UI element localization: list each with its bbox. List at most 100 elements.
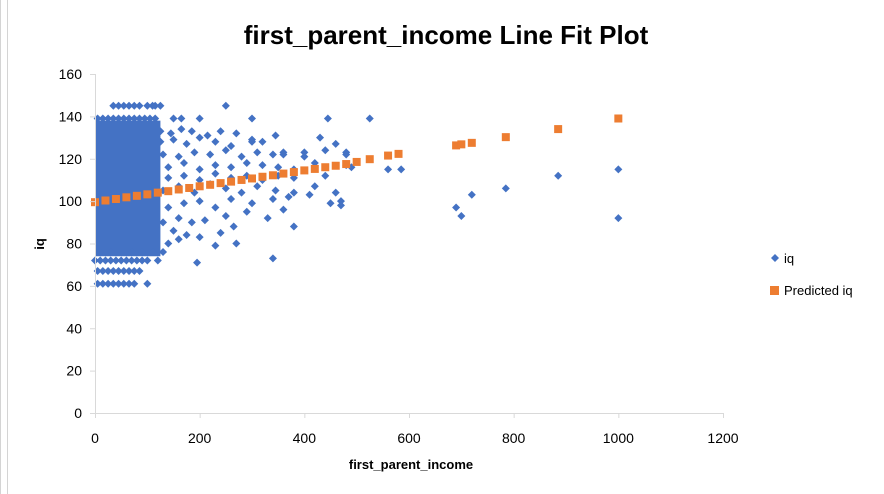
iq-point <box>229 222 238 231</box>
legend-square-marker <box>770 286 779 295</box>
predicted-iq-point <box>101 196 110 205</box>
predicted-iq-point <box>195 182 204 191</box>
iq-point <box>258 161 267 170</box>
legend-label-predicted-iq: Predicted iq <box>784 283 853 298</box>
plot-marks <box>91 101 623 288</box>
y-tick-label: 140 <box>59 108 83 124</box>
iq-point <box>109 101 118 110</box>
iq-point <box>182 139 191 148</box>
iq-point <box>119 101 128 110</box>
iq-point <box>119 267 128 276</box>
iq-point <box>153 256 162 265</box>
iq-point <box>135 114 144 123</box>
iq-point <box>96 247 105 256</box>
iq-point <box>365 114 374 123</box>
predicted-iq-point <box>300 166 309 175</box>
iq-point <box>132 256 141 265</box>
iq-point <box>195 133 204 142</box>
iq-point <box>106 256 115 265</box>
iq-point <box>258 137 267 146</box>
y-tick-label: 160 <box>59 66 83 82</box>
iq-point <box>321 171 330 180</box>
iq-point <box>164 173 173 182</box>
x-tick-label: 200 <box>188 430 212 446</box>
predicted-iq-point <box>143 190 152 199</box>
x-tick-label: 600 <box>397 430 421 446</box>
iq-point <box>323 114 332 123</box>
iq-point <box>114 279 123 288</box>
iq-point <box>179 158 188 167</box>
x-tick-label: 400 <box>293 430 317 446</box>
y-tick-label: 40 <box>66 320 82 336</box>
iq-point <box>114 101 123 110</box>
iq-point <box>248 137 256 146</box>
x-axis-ticks: 0 200 400 600 800 1000 1200 <box>91 413 739 446</box>
legend-item-iq[interactable]: iq <box>771 251 794 266</box>
iq-point <box>130 279 139 288</box>
legend-item-predicted-iq[interactable]: Predicted iq <box>770 283 853 298</box>
iq-point <box>117 256 126 265</box>
iq-point <box>169 135 178 144</box>
legend-label-iq: iq <box>784 251 794 266</box>
iq-point <box>384 165 393 174</box>
iq-point <box>174 235 183 244</box>
chart-area[interactable]: first_parent_income Line Fit Plot 0 200 40… <box>8 0 884 494</box>
iq-point <box>98 114 107 123</box>
iq-point <box>117 247 126 256</box>
iq-point <box>227 142 236 151</box>
legend-diamond-marker <box>771 254 779 262</box>
y-tick-label: 60 <box>66 278 82 294</box>
iq-point <box>248 199 256 208</box>
iq-point <box>211 241 220 250</box>
predicted-iq-point <box>384 151 393 160</box>
iq-point <box>169 226 178 235</box>
iq-point <box>148 247 157 256</box>
iq-point <box>452 203 461 212</box>
iq-point <box>203 131 212 140</box>
x-tick-label: 0 <box>91 430 99 446</box>
iq-point <box>101 256 110 265</box>
iq-point <box>206 150 215 159</box>
iq-point <box>268 254 277 263</box>
predicted-iq-point <box>554 125 563 134</box>
iq-point <box>159 247 168 256</box>
iq-point <box>279 205 288 214</box>
legend[interactable]: iq Predicted iq <box>770 251 853 298</box>
predicted-iq-point <box>153 188 162 197</box>
iq-point <box>271 186 280 195</box>
iq-point <box>151 101 160 110</box>
iq-point <box>268 195 277 204</box>
iq-point <box>143 279 152 288</box>
y-tick-label: 0 <box>74 405 82 421</box>
iq-point <box>248 114 256 123</box>
iq-point <box>614 214 623 223</box>
iq-point <box>130 114 139 123</box>
iq-point <box>138 247 147 256</box>
iq-point <box>127 256 136 265</box>
predicted-iq-point <box>457 140 466 149</box>
predicted-iq-point <box>132 191 141 200</box>
x-tick-label: 1000 <box>603 430 634 446</box>
iq-point <box>187 218 196 227</box>
iq-point <box>253 182 262 191</box>
iq-point <box>195 197 204 206</box>
predicted-iq-point <box>452 141 461 150</box>
iq-point <box>211 169 220 178</box>
iq-point <box>111 256 120 265</box>
iq-point <box>177 114 186 123</box>
x-tick-label: 800 <box>502 430 526 446</box>
predicted-iq-point <box>248 174 256 183</box>
iq-point <box>457 211 466 220</box>
iq-point <box>501 184 510 193</box>
iq-point <box>242 158 251 167</box>
iq-point <box>114 267 123 276</box>
iq-point <box>331 139 340 148</box>
iq-point <box>122 256 131 265</box>
iq-point <box>114 114 123 123</box>
iq-point <box>554 171 563 180</box>
predicted-iq-point <box>164 187 173 196</box>
iq-point <box>284 192 293 201</box>
iq-point <box>109 279 118 288</box>
iq-point <box>221 211 230 220</box>
y-axis-ticks: 0 20 40 60 80 100 120 140 160 <box>59 66 95 421</box>
